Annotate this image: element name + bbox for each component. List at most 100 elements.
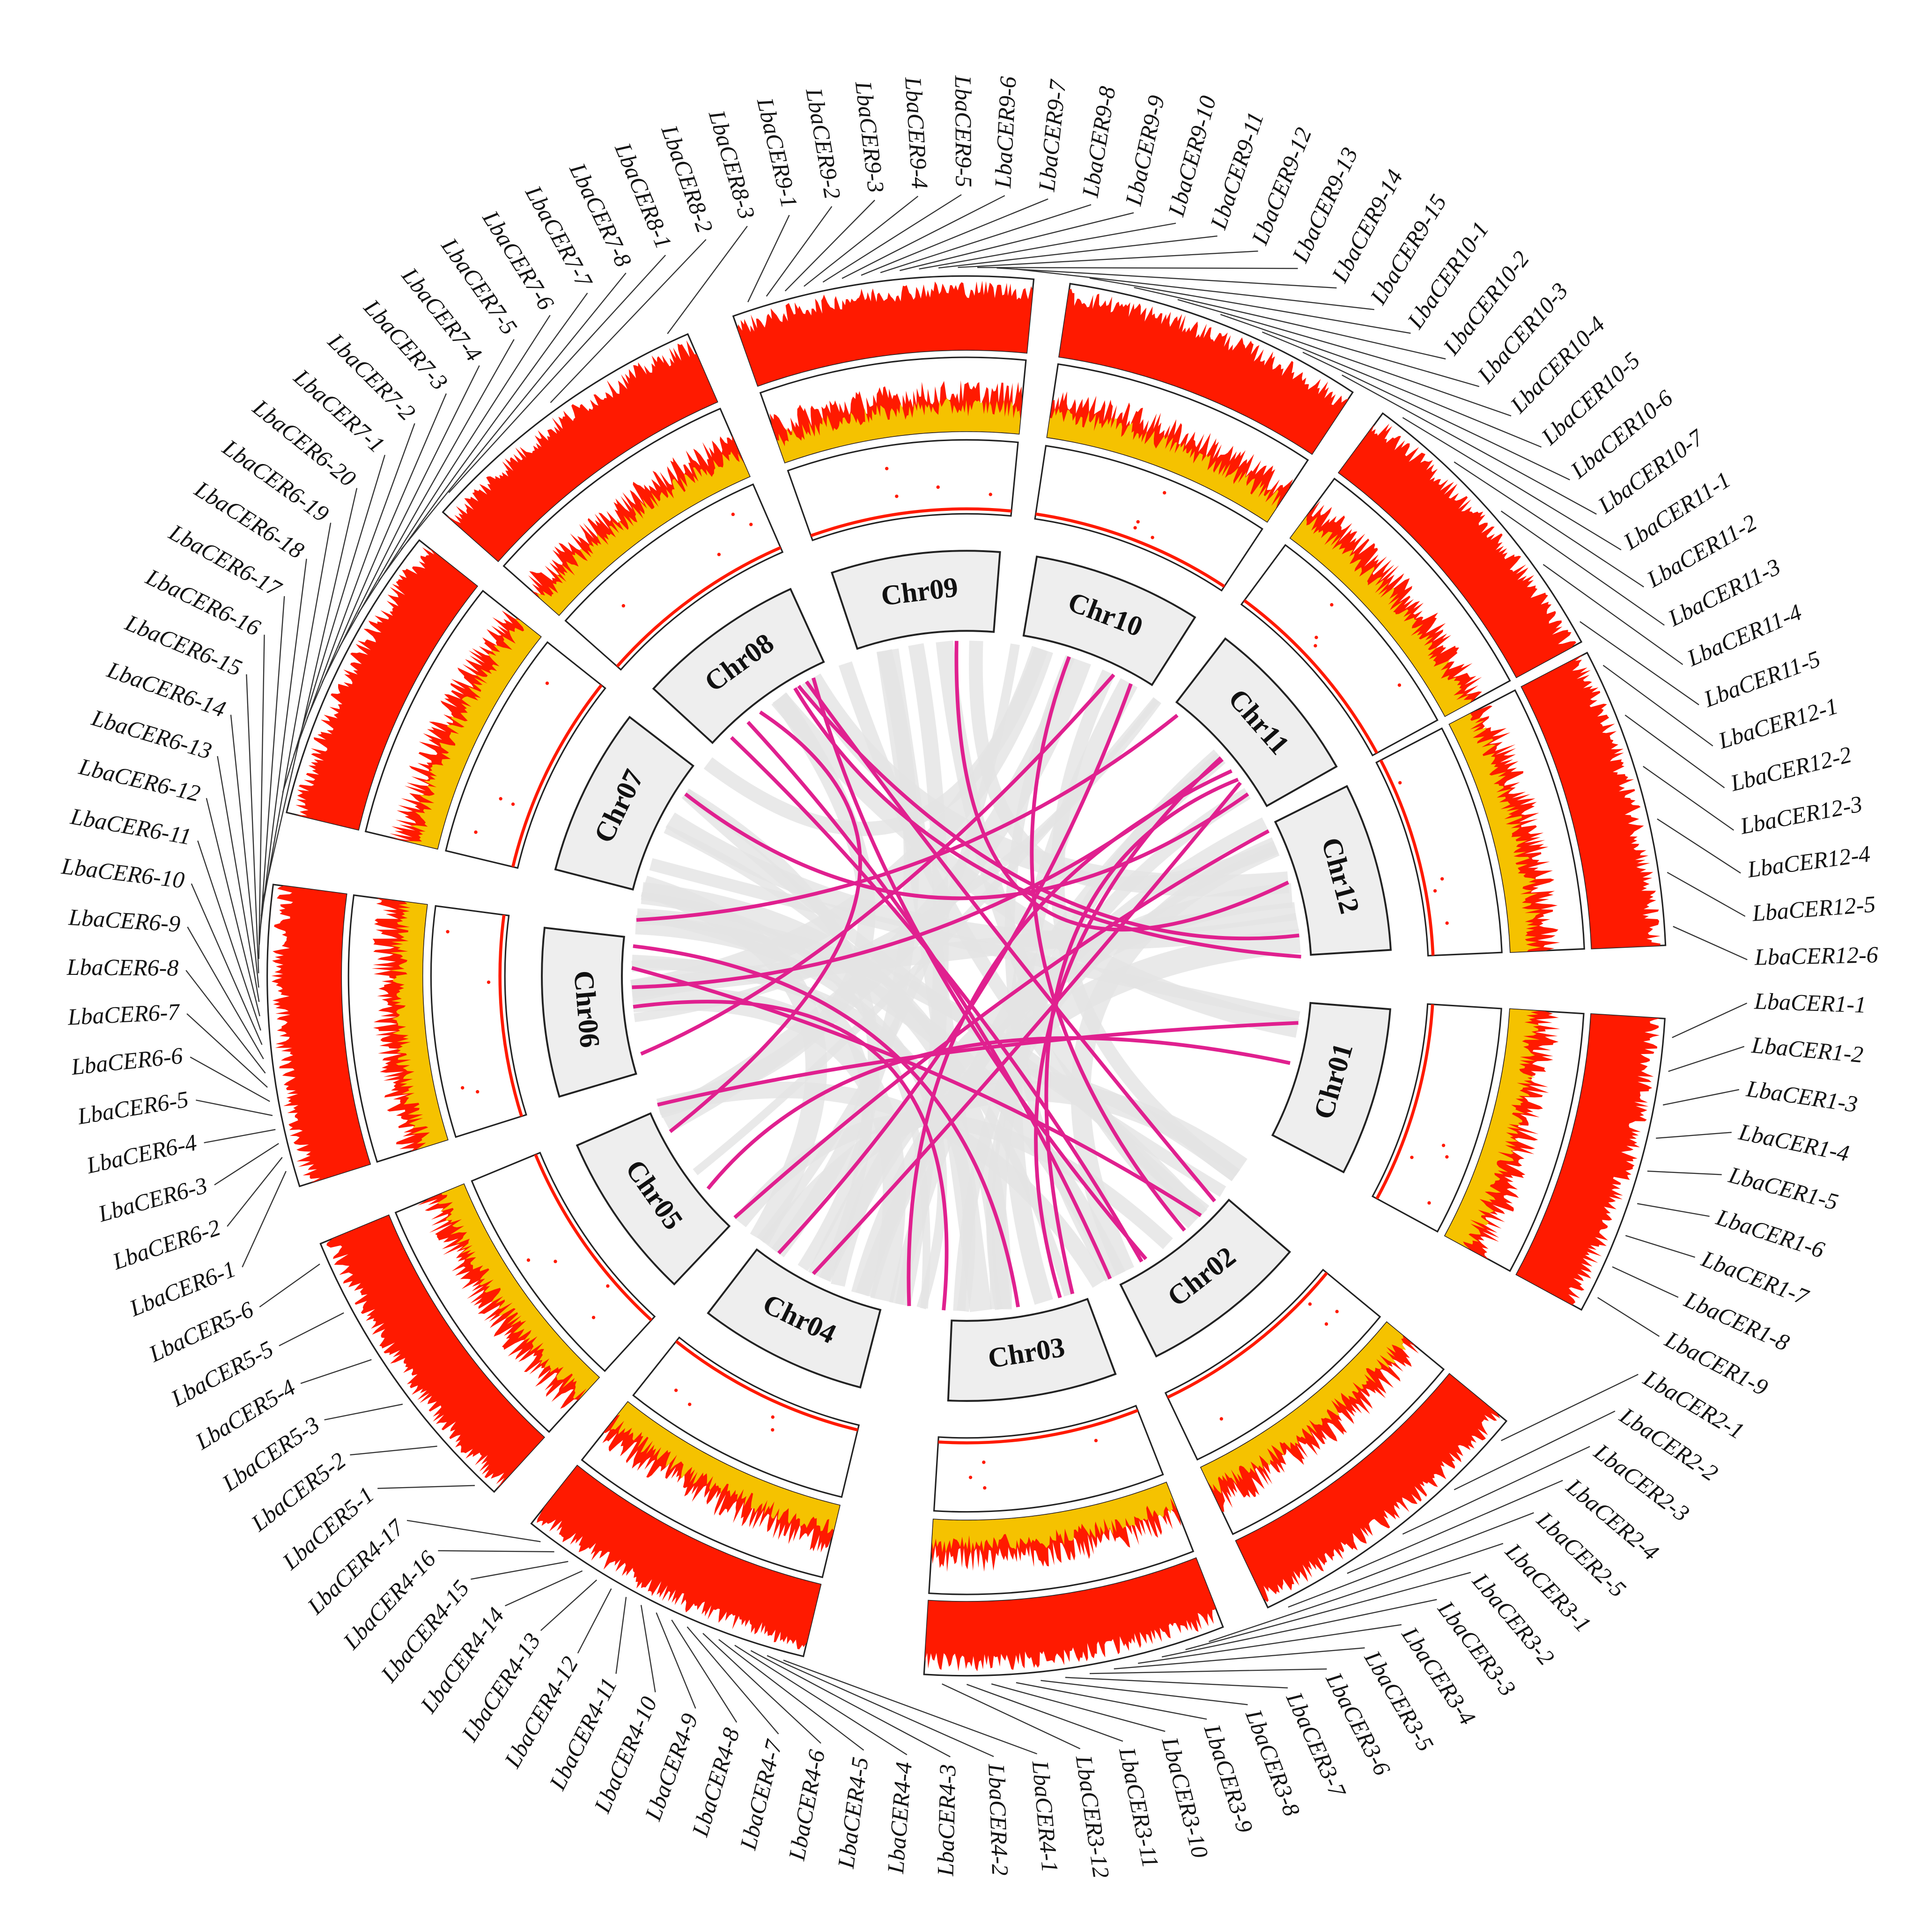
leader-line [246, 674, 259, 973]
gene-label: LbaCER12-3 [1738, 790, 1864, 839]
duplication-link [1030, 656, 1186, 1232]
leader-line [377, 1485, 475, 1489]
gene-label: LbaCER8-3 [704, 107, 760, 222]
track-box [1240, 544, 1439, 757]
track-box [1375, 727, 1503, 957]
gene-label: LbaCER9-4 [900, 76, 933, 190]
track-dot [474, 830, 478, 834]
track-box [933, 1405, 1164, 1513]
leader-line [1612, 1266, 1679, 1298]
leader-line [702, 1633, 821, 1744]
leader-line [1637, 1203, 1710, 1217]
leader-line [1288, 1512, 1534, 1608]
chromosome-box [576, 1112, 731, 1286]
leader-line [1542, 564, 1683, 665]
leader-line [822, 194, 962, 283]
leader-line [977, 266, 1298, 269]
synteny-link [636, 910, 947, 1310]
leader-line [1579, 621, 1699, 706]
leader-line [1209, 1543, 1504, 1642]
gene-label: LbaCER9-8 [1077, 84, 1120, 199]
track-dot [499, 797, 502, 801]
track-box [564, 483, 784, 671]
track-box [1164, 1268, 1381, 1461]
leader-line [324, 1403, 403, 1421]
track-dot [1335, 1310, 1339, 1313]
leader-line [186, 1013, 268, 1088]
track-yellow [1290, 516, 1472, 716]
duplication-link [730, 736, 1144, 1263]
gene-label: LbaCER1-4 [1736, 1118, 1852, 1166]
leader-line [300, 1359, 372, 1384]
leader-line [204, 1129, 276, 1143]
leader-line [1402, 1446, 1590, 1535]
gene-label: LbaCER6-12 [76, 753, 203, 807]
duplication-link [812, 781, 1242, 1275]
synteny-link [757, 643, 1020, 1243]
track-dot [553, 1260, 557, 1263]
track-yellow [389, 901, 448, 1150]
track-dot [688, 1402, 692, 1406]
track-yellow [1201, 1322, 1406, 1494]
track-density [1521, 655, 1661, 949]
leader-line [185, 970, 266, 1074]
leader-line [448, 255, 666, 493]
leader-line [686, 1626, 779, 1734]
leader-line [258, 596, 285, 945]
track-dot [1398, 781, 1402, 785]
leader-line [783, 1659, 1037, 1755]
gene-label: LbaCER4-6 [783, 1748, 830, 1863]
track-baseline [616, 546, 782, 668]
gene-label: LbaCER4-5 [833, 1755, 873, 1870]
gene-label: LbaCER9-6 [989, 76, 1021, 189]
leader-line [550, 239, 707, 403]
leader-line [214, 1143, 279, 1186]
track-dot [511, 802, 515, 806]
track-baseline [938, 1408, 1138, 1445]
track-dot [526, 1258, 531, 1262]
gene-label: LbaCER3-11 [1114, 1745, 1164, 1870]
leader-line [258, 634, 265, 959]
duplication-link [631, 966, 1202, 1217]
duplication-link [1044, 777, 1239, 1295]
gene-label: LbaCER6-10 [60, 853, 186, 893]
track-density [1339, 423, 1577, 678]
leader-line [306, 393, 447, 719]
leader-line [1065, 1677, 1288, 1689]
leader-line [357, 315, 551, 614]
leader-line [1454, 1410, 1616, 1490]
duplication-link [797, 685, 1299, 941]
gene-label: LbaCER12-5 [1751, 891, 1876, 926]
leader-line [991, 1683, 1166, 1732]
gene-label: LbaCER4-1 [1027, 1759, 1063, 1873]
leader-line [1647, 1170, 1722, 1175]
track-dot [487, 980, 491, 984]
leader-line [1302, 352, 1570, 480]
leader-line [1673, 926, 1748, 960]
track-dot [545, 681, 549, 685]
track-yellow [406, 618, 541, 849]
synteny-link [631, 902, 1297, 998]
leader-line [750, 1650, 951, 1758]
track-dot [1397, 683, 1402, 687]
gene-label: LbaCER6-9 [67, 904, 181, 937]
leader-line [1138, 1624, 1402, 1664]
chromosome-box [554, 715, 694, 891]
leader-line [938, 235, 1218, 269]
leader-line [505, 1570, 583, 1607]
gene-label: LbaCER6-11 [68, 803, 193, 849]
leader-line [262, 488, 358, 902]
leader-line [196, 1099, 273, 1116]
leader-line [338, 339, 515, 649]
leader-line [259, 1263, 320, 1308]
leader-line [900, 212, 1134, 271]
gene-label: LbaCER1-2 [1750, 1032, 1865, 1068]
gene-label: LbaCER3-12 [1071, 1753, 1115, 1880]
leader-line [747, 214, 790, 302]
track-baseline [810, 507, 1012, 538]
chromosome-box [707, 1248, 882, 1389]
track-dot [1151, 536, 1154, 539]
track-dot [1308, 1302, 1312, 1306]
chromosome-box [1175, 637, 1338, 807]
gene-label: LbaCER6-3 [95, 1172, 210, 1227]
